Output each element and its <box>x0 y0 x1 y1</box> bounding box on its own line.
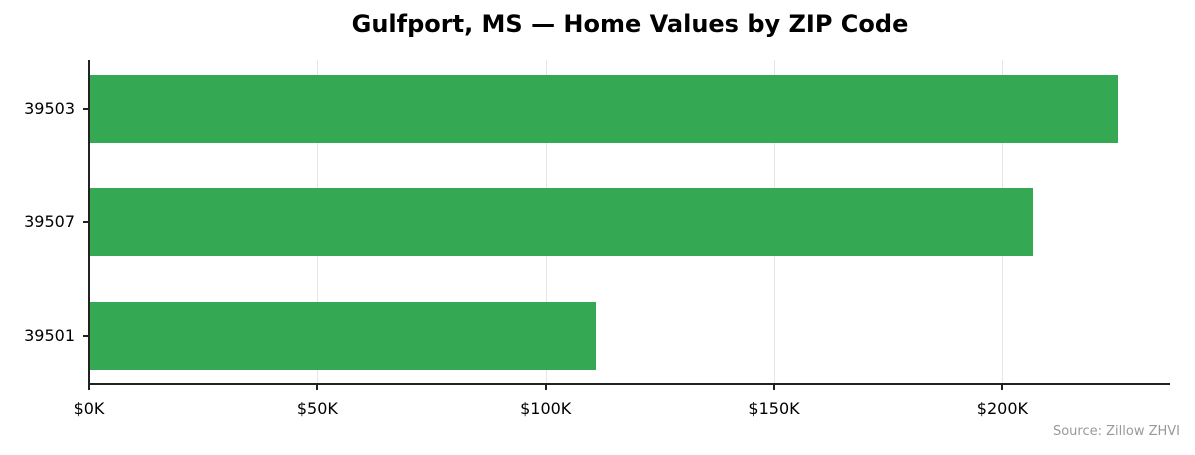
y-tick-label: 39507 <box>24 212 75 231</box>
y-tick-label: 39501 <box>24 326 75 345</box>
x-tick <box>544 384 547 390</box>
y-tick-label: 39503 <box>24 99 75 118</box>
bar-39501 <box>89 302 596 370</box>
y-axis-line <box>88 60 90 385</box>
x-tick <box>1001 384 1004 390</box>
bar-39503 <box>89 75 1119 143</box>
x-axis-line <box>88 383 1170 385</box>
x-tick-label: $200K <box>976 399 1028 418</box>
y-tick <box>83 221 89 223</box>
y-tick <box>83 335 89 337</box>
x-tick <box>88 384 90 390</box>
y-tick <box>83 108 89 110</box>
plot-area <box>89 60 1170 384</box>
x-tick-label: $100K <box>520 399 572 418</box>
chart-title: Gulfport, MS — Home Values by ZIP Code <box>351 10 909 38</box>
x-tick-label: $50K <box>296 399 338 418</box>
x-tick-label: $150K <box>748 399 800 418</box>
x-tick <box>773 384 776 390</box>
x-tick-label: $0K <box>73 399 105 418</box>
x-tick <box>316 384 319 390</box>
bar-39507 <box>89 188 1033 256</box>
source-note: Source: Zillow ZHVI <box>1052 424 1180 439</box>
